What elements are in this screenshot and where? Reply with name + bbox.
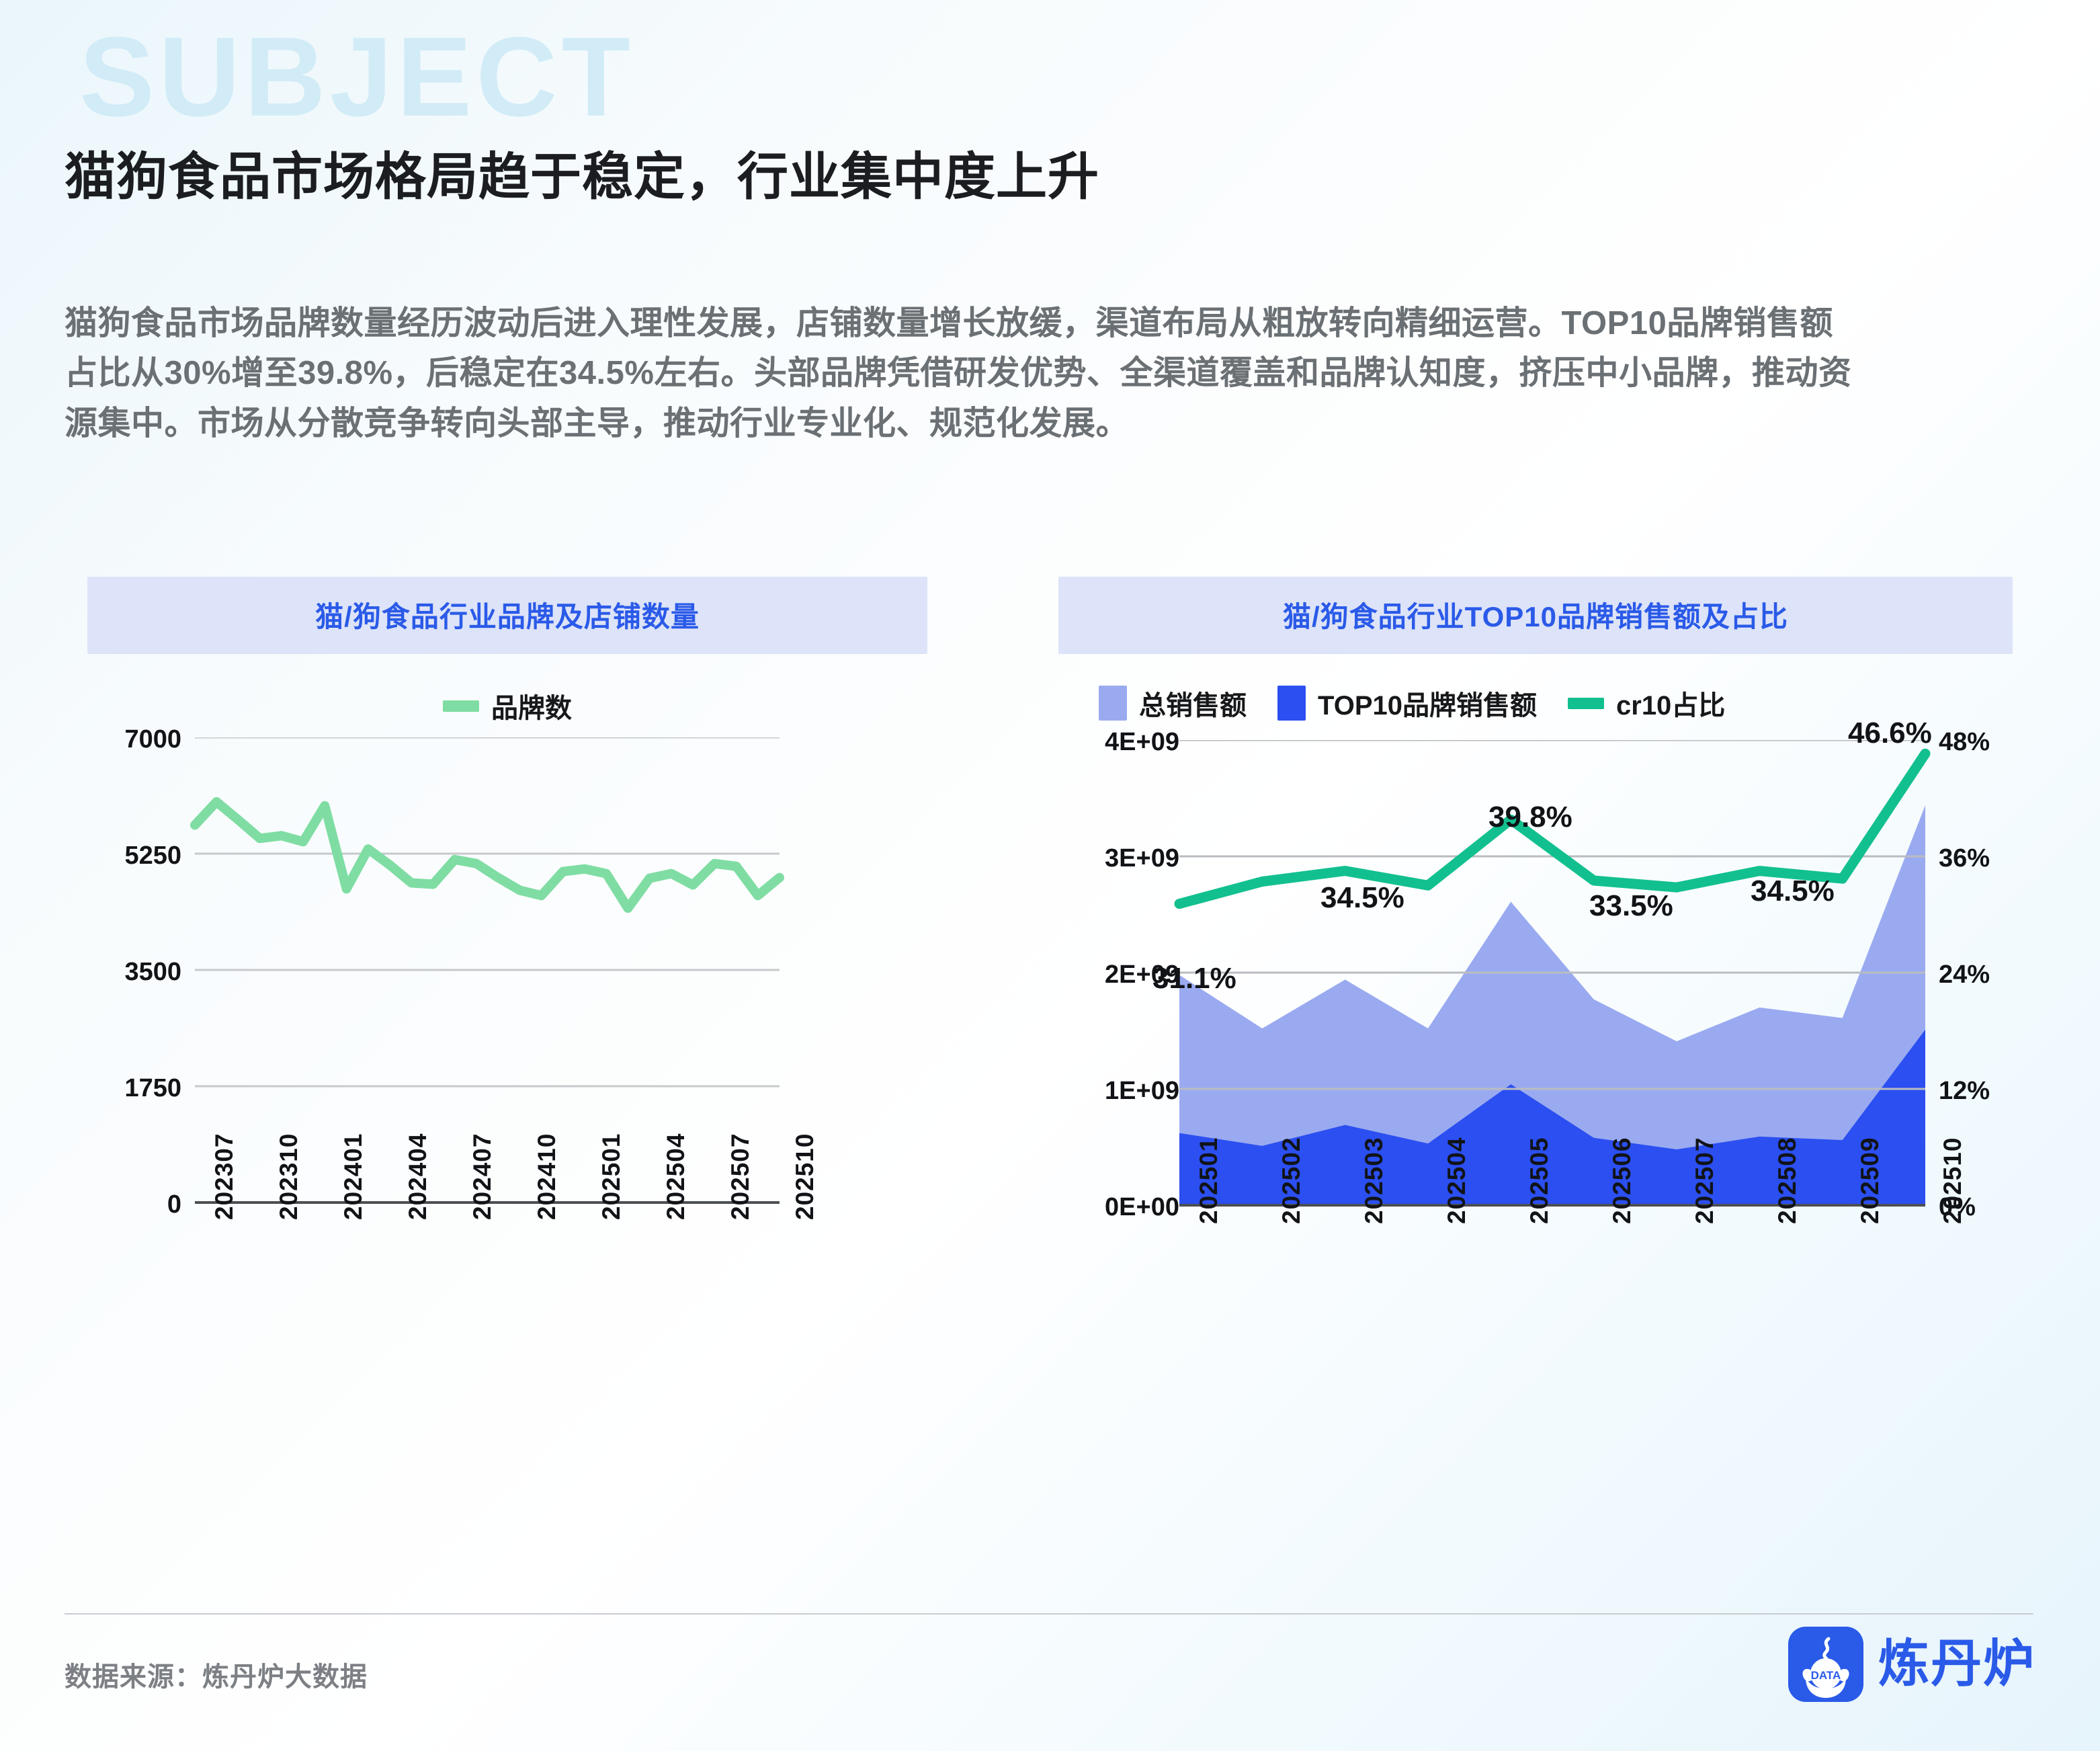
legend-label: TOP10品牌销售额: [1318, 691, 1537, 721]
x-tick-label: 202310: [275, 1133, 302, 1220]
panel-title-brands: 猫/狗食品行业品牌及店铺数量: [87, 577, 927, 654]
legend-label: 品牌数: [491, 694, 572, 723]
legend-item-total-sales[interactable]: 总销售额: [1099, 684, 1247, 723]
x-tick-label: 202509: [1856, 1137, 1884, 1224]
liandanlu-logo-icon: DATA: [1788, 1627, 1863, 1702]
legend-label: cr10占比: [1616, 691, 1726, 721]
y2-tick-label: 36%: [1939, 844, 1990, 872]
data-label-cr10: 31.1%: [1152, 962, 1236, 995]
legend-item-top10-sales[interactable]: TOP10品牌销售额: [1277, 684, 1537, 723]
y-tick-label: 1750: [124, 1074, 181, 1102]
chart-panel-top10: 猫/狗食品行业TOP10品牌销售额及占比 总销售额 TOP10品牌销售额 cr1…: [1058, 577, 2013, 1271]
y2-tick-label: 48%: [1939, 728, 1990, 756]
gridlines: [1179, 740, 1925, 1090]
x-tick-label: 202501: [597, 1133, 625, 1220]
watermark-subject: SUBJECT: [79, 13, 635, 140]
legend-swatch-box-icon: [1277, 686, 1306, 721]
brand-mark-text: DATA: [1811, 1669, 1841, 1682]
footer-divider: [65, 1613, 2033, 1615]
x-tick-label: 202504: [1443, 1137, 1470, 1224]
data-label-cr10: 34.5%: [1751, 874, 1835, 907]
brands-chart-svg: [190, 737, 784, 1204]
legend-top10: 总销售额 TOP10品牌销售额 cr10占比: [1058, 684, 2013, 723]
data-label-cr10: 33.5%: [1589, 889, 1673, 922]
x-tick-label: 202505: [1525, 1137, 1553, 1224]
legend-swatch-box-icon: [1099, 686, 1127, 721]
x-tick-label: 202502: [1277, 1137, 1305, 1224]
data-label-cr10: 39.8%: [1488, 801, 1572, 833]
legend-swatch-line-icon: [1568, 697, 1604, 709]
top10-sales-area: [1179, 1029, 1925, 1205]
cr10-ratio-line: [1174, 748, 1931, 909]
cauldron-icon: DATA: [1802, 1637, 1849, 1698]
gridlines: [195, 737, 780, 1088]
y-tick-label: 4E+09: [1105, 728, 1179, 756]
y-tick-label: 0: [167, 1190, 181, 1219]
y2-tick-label: 0%: [1939, 1193, 1976, 1221]
panel-title-top10: 猫/狗食品行业TOP10品牌销售额及占比: [1058, 577, 2013, 654]
y-tick-label: 0E+00: [1105, 1193, 1179, 1221]
brands-line-chart: 7000 5250 3500 1750 0 202307 202310 2024…: [87, 725, 927, 1248]
x-tick-label: 202401: [339, 1133, 367, 1220]
summary-paragraph: 猫狗食品市场品牌数量经历波动后进入理性发展，店铺数量增长放缓，渠道布局从粗放转向…: [65, 305, 1852, 442]
x-tick-label: 202507: [726, 1133, 754, 1220]
x-tick-label: 202504: [662, 1133, 689, 1220]
brand-name: 炼丹炉: [1878, 1635, 2035, 1693]
y-tick-label: 3500: [124, 958, 181, 986]
y2-tick-label: 12%: [1939, 1077, 1990, 1105]
top10-chart-svg: [1174, 740, 1931, 1207]
x-tick-label: 202407: [468, 1133, 496, 1220]
x-tick-label: 202507: [1691, 1137, 1718, 1224]
x-tick-label: 202508: [1773, 1137, 1801, 1224]
top10-area-chart: 4E+09 3E+09 2E+09 1E+09 0E+00 48% 36% 24…: [1058, 717, 2013, 1271]
x-tick-label: 202503: [1360, 1137, 1388, 1224]
legend-item-cr10-ratio[interactable]: cr10占比: [1568, 684, 1725, 723]
x-tick-label: 202501: [1195, 1137, 1222, 1224]
chart-panel-brands: 猫/狗食品行业品牌及店铺数量 品牌数 7000 5250 3500 1750 0: [87, 577, 927, 1248]
data-label-cr10: 46.6%: [1848, 717, 1932, 749]
y-tick-label: 7000: [124, 725, 181, 754]
data-label-cr10: 34.5%: [1320, 881, 1404, 914]
x-tick-label: 202510: [1939, 1137, 1966, 1224]
y-tick-label: 5250: [124, 842, 181, 870]
legend-swatch-line-icon: [443, 700, 479, 712]
x-tick-label: 202410: [533, 1133, 560, 1220]
brand-count-line: [190, 797, 784, 913]
total-sales-area: [1179, 805, 1925, 1205]
y-tick-label: 3E+09: [1105, 844, 1179, 872]
legend-brands: 品牌数: [87, 686, 927, 725]
x-tick-label: 202506: [1608, 1137, 1636, 1224]
legend-item-brand-count[interactable]: 品牌数: [443, 686, 572, 725]
x-tick-label: 202307: [210, 1133, 238, 1220]
brand-logo: DATA 炼丹炉: [1788, 1627, 2035, 1702]
page-title: 猫狗食品市场格局趋于稳定，行业集中度上升: [65, 148, 1099, 206]
data-source-note: 数据来源：炼丹炉大数据: [65, 1662, 368, 1692]
x-tick-label: 202404: [404, 1133, 431, 1220]
legend-label: 总销售额: [1139, 691, 1247, 721]
y2-tick-label: 24%: [1939, 961, 1990, 989]
y-tick-label: 2E+09: [1105, 961, 1179, 989]
y-tick-label: 1E+09: [1105, 1077, 1179, 1105]
x-tick-label: 202510: [791, 1133, 818, 1220]
